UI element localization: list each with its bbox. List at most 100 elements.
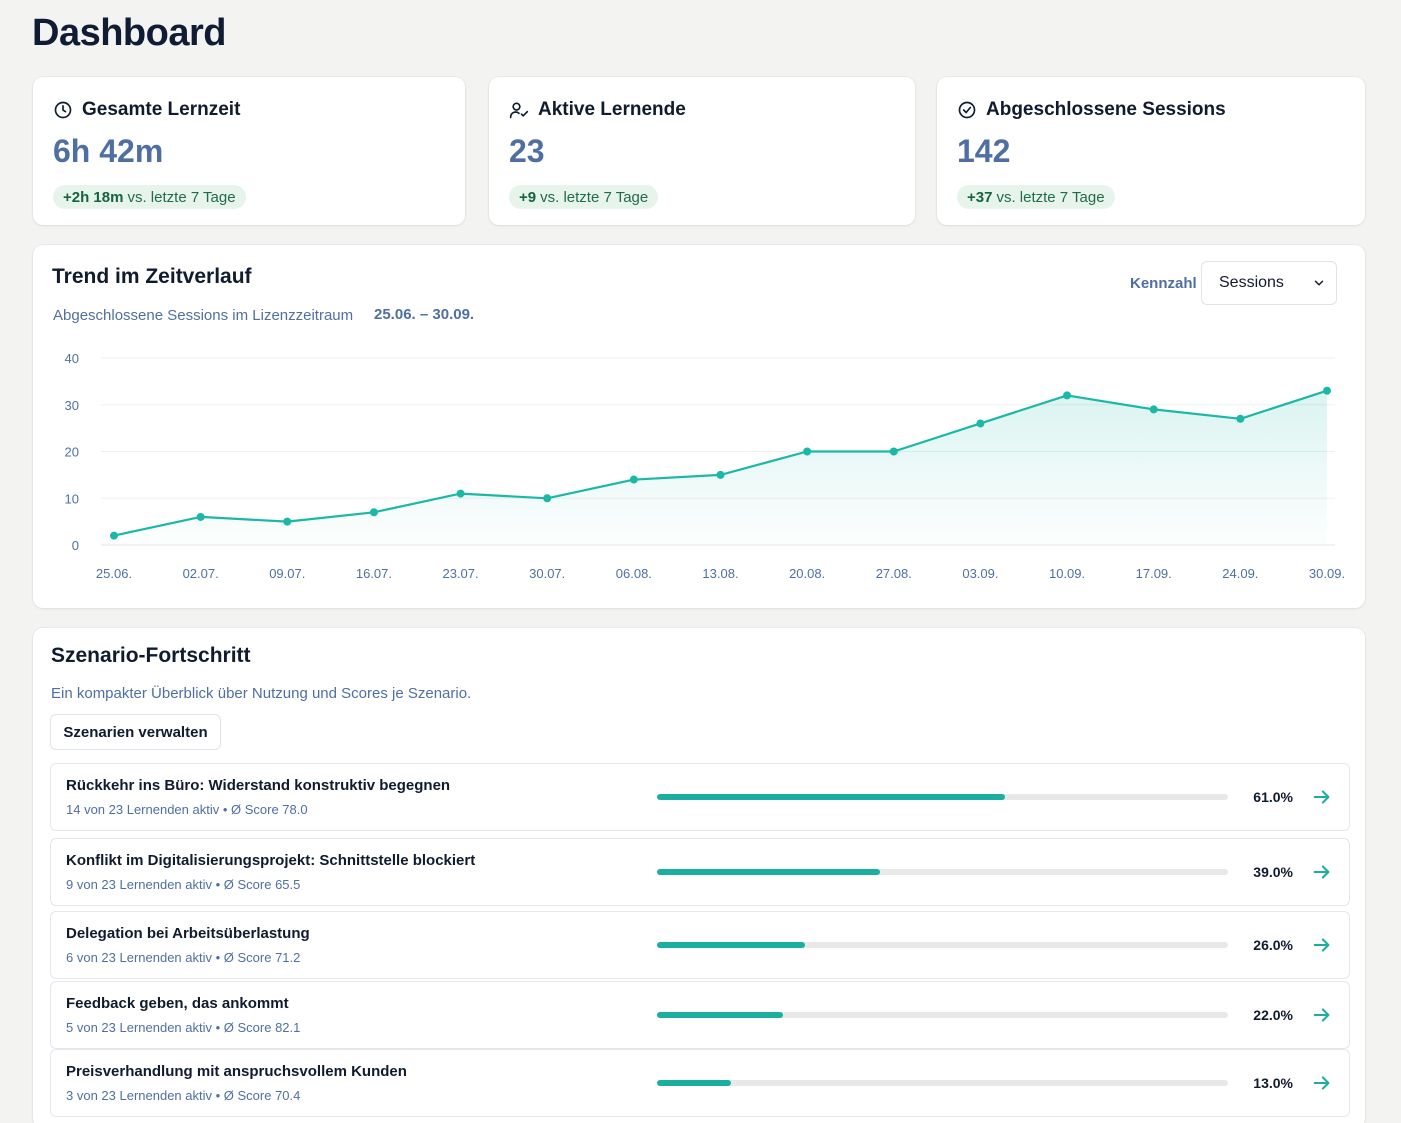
series-area <box>114 390 1327 545</box>
x-tick-label: 23.07. <box>442 566 478 581</box>
progress-track <box>657 794 1228 800</box>
kpi-delta-badge: +9 vs. letzte 7 Tage <box>509 185 659 209</box>
user-check-icon <box>509 102 529 119</box>
x-tick-label: 09.07. <box>269 566 305 581</box>
x-tick-label: 25.06. <box>96 566 132 581</box>
data-point <box>543 494 552 503</box>
x-tick-label: 27.08. <box>876 566 912 581</box>
progress-percent: 61.0% <box>1253 789 1293 805</box>
kpi-delta: +9 <box>519 188 537 206</box>
kpi-delta-text: vs. letzte 7 Tage <box>996 188 1105 206</box>
kpi-card-lernende: Aktive Lernende 23 +9 vs. letzte 7 Tage <box>489 77 915 225</box>
kpi-delta-badge: +37 vs. letzte 7 Tage <box>957 185 1115 209</box>
kpi-delta: +2h 18m <box>63 188 124 206</box>
chevron-down-icon <box>1314 280 1324 286</box>
page-title: Dashboard <box>32 12 226 54</box>
x-tick-label: 16.07. <box>356 566 392 581</box>
x-tick-label: 30.09. <box>1309 566 1345 581</box>
x-tick-label: 02.07. <box>183 566 219 581</box>
data-point <box>1323 386 1331 395</box>
kpi-delta: +37 <box>967 188 993 206</box>
x-tick-label: 30.07. <box>529 566 565 581</box>
progress-percent: 26.0% <box>1253 937 1293 953</box>
scenario-name: Feedback geben, das ankommt <box>66 995 289 1012</box>
progress-fill <box>657 1012 783 1018</box>
y-tick-label: 0 <box>72 538 79 553</box>
scenario-meta: 3 von 23 Lernenden aktiv • Ø Score 70.4 <box>66 1088 301 1103</box>
data-point <box>110 531 118 540</box>
kpi-card-sessions: Abgeschlossene Sessions 142 +37 vs. letz… <box>937 77 1365 225</box>
trend-subtitle: Abgeschlossene Sessions im Lizenzzeitrau… <box>53 307 354 324</box>
scenario-row[interactable]: Delegation bei Arbeitsüberlastung 6 von … <box>50 911 1350 979</box>
kpi-value: 23 <box>509 133 545 169</box>
metric-select[interactable]: Sessions <box>1201 261 1337 305</box>
kpi-card-lernzeit: Gesamte Lernzeit 6h 42m +2h 18m vs. letz… <box>33 77 465 225</box>
data-point <box>369 508 378 517</box>
scenario-row[interactable]: Rückkehr ins Büro: Widerstand konstrukti… <box>50 763 1350 831</box>
data-point <box>803 447 812 456</box>
kpi-value: 6h 42m <box>53 133 164 169</box>
progress-track <box>657 1080 1228 1086</box>
check-circle-icon <box>958 101 976 119</box>
progress-fill <box>657 869 880 875</box>
x-tick-label: 24.09. <box>1222 566 1258 581</box>
arrow-right-icon[interactable] <box>1311 1072 1333 1094</box>
progress-percent: 13.0% <box>1253 1075 1293 1091</box>
metric-label: Kennzahl <box>1130 275 1197 292</box>
progress-fill <box>657 794 1006 800</box>
manage-scenarios-button[interactable]: Szenarien verwalten <box>50 714 221 750</box>
scenario-name: Delegation bei Arbeitsüberlastung <box>66 925 310 942</box>
arrow-right-icon[interactable] <box>1311 786 1333 808</box>
data-point <box>283 517 292 526</box>
scenario-row[interactable]: Preisverhandlung mit anspruchsvollem Kun… <box>50 1049 1350 1117</box>
progress-track <box>657 942 1228 948</box>
x-tick-label: 03.09. <box>962 566 998 581</box>
scenario-card: Szenario-Fortschritt Ein kompakter Überb… <box>33 628 1365 1123</box>
metric-select-value: Sessions <box>1219 274 1284 291</box>
data-point <box>889 447 898 456</box>
scenario-row[interactable]: Konflikt im Digitalisierungsprojekt: Sch… <box>50 838 1350 906</box>
kpi-title: Aktive Lernende <box>538 99 686 120</box>
data-point <box>1063 391 1072 400</box>
progress-track <box>657 869 1228 875</box>
x-tick-label: 06.08. <box>616 566 652 581</box>
arrow-right-icon[interactable] <box>1311 934 1333 956</box>
kpi-title: Abgeschlossene Sessions <box>986 99 1226 120</box>
scenario-name: Preisverhandlung mit anspruchsvollem Kun… <box>66 1063 407 1080</box>
progress-track <box>657 1012 1228 1018</box>
data-point <box>1149 405 1158 414</box>
progress-fill <box>657 942 806 948</box>
trend-date-range: 25.06. – 30.09. <box>374 306 475 323</box>
arrow-right-icon[interactable] <box>1311 1004 1333 1026</box>
kpi-delta-text: vs. letzte 7 Tage <box>127 188 236 206</box>
trend-title: Trend im Zeitverlauf <box>52 265 252 288</box>
x-tick-label: 10.09. <box>1049 566 1085 581</box>
scenario-meta: 5 von 23 Lernenden aktiv • Ø Score 82.1 <box>66 1020 301 1035</box>
data-point <box>716 470 725 479</box>
y-tick-label: 30 <box>65 398 79 413</box>
trend-card: Trend im Zeitverlauf Abgeschlossene Sess… <box>33 245 1365 608</box>
data-point <box>456 489 465 498</box>
kpi-delta-text: vs. letzte 7 Tage <box>540 188 649 206</box>
scenario-subtitle: Ein kompakter Überblick über Nutzung und… <box>51 685 472 702</box>
progress-percent: 22.0% <box>1253 1007 1293 1023</box>
scenario-name: Rückkehr ins Büro: Widerstand konstrukti… <box>66 777 451 794</box>
progress-percent: 39.0% <box>1253 864 1293 880</box>
arrow-right-icon[interactable] <box>1311 861 1333 883</box>
kpi-title: Gesamte Lernzeit <box>82 99 241 120</box>
data-point <box>196 512 205 521</box>
clock-icon <box>54 101 72 119</box>
scenario-title: Szenario-Fortschritt <box>51 644 251 667</box>
data-point <box>629 475 638 484</box>
scenario-meta: 6 von 23 Lernenden aktiv • Ø Score 71.2 <box>66 950 301 965</box>
scenario-row[interactable]: Feedback geben, das ankommt 5 von 23 Ler… <box>50 981 1350 1049</box>
data-point <box>976 419 985 428</box>
x-tick-label: 20.08. <box>789 566 825 581</box>
scenario-name: Konflikt im Digitalisierungsprojekt: Sch… <box>66 852 476 869</box>
y-tick-label: 40 <box>65 351 79 366</box>
scenario-meta: 9 von 23 Lernenden aktiv • Ø Score 65.5 <box>66 877 301 892</box>
kpi-delta-badge: +2h 18m vs. letzte 7 Tage <box>53 185 246 209</box>
y-tick-label: 20 <box>65 445 79 460</box>
x-tick-label: 13.08. <box>702 566 738 581</box>
kpi-value: 142 <box>957 133 1011 169</box>
